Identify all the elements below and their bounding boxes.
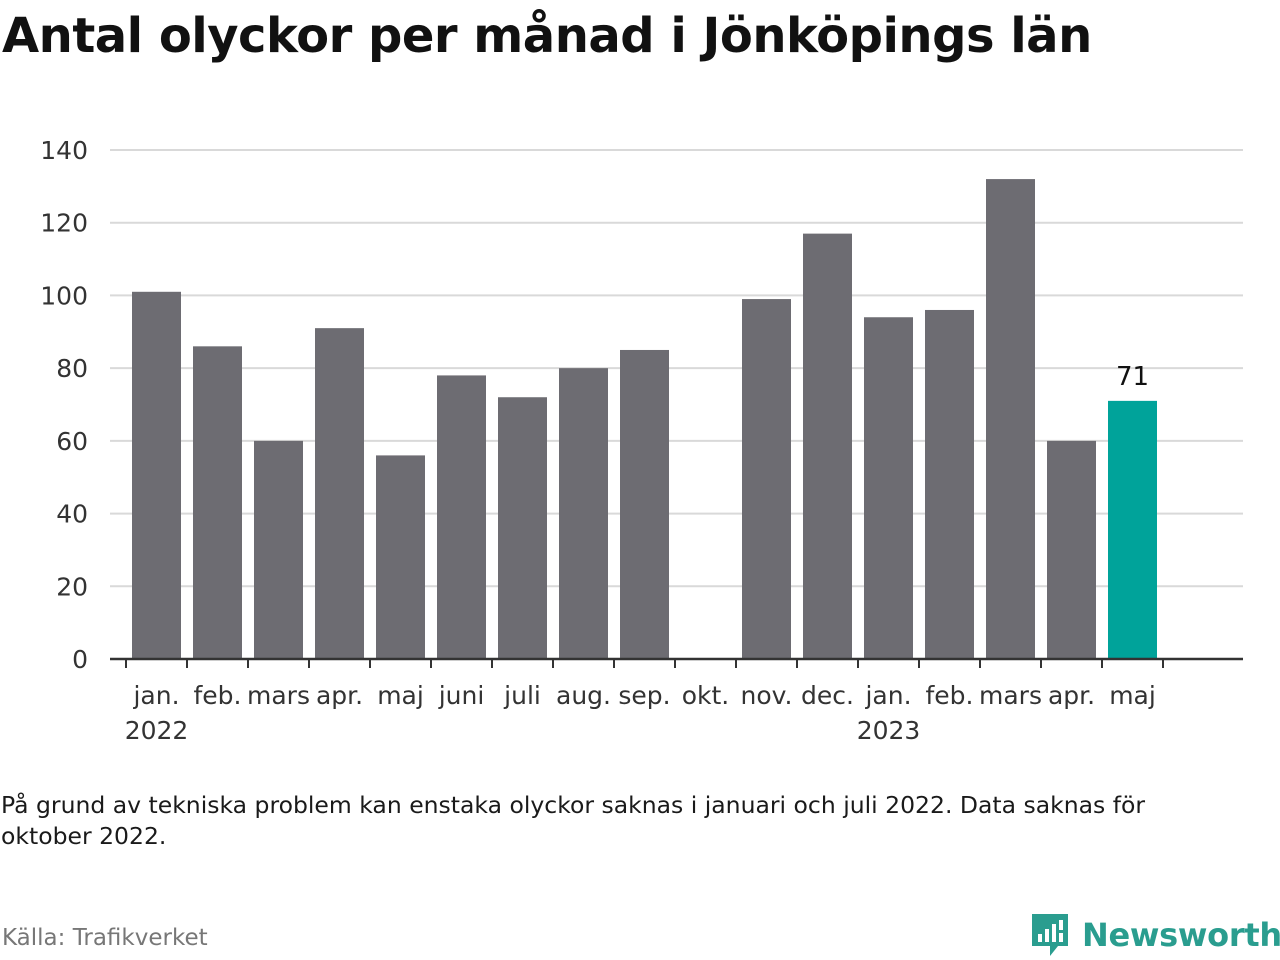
x-year-label: 2023 bbox=[857, 716, 921, 745]
x-tick-label: okt. bbox=[682, 681, 730, 710]
x-year-label: 2022 bbox=[125, 716, 189, 745]
x-tick-label: apr. bbox=[1048, 681, 1095, 710]
x-tick-label: feb. bbox=[194, 681, 242, 710]
y-tick-label: 120 bbox=[40, 209, 88, 238]
x-tick-label: nov. bbox=[741, 681, 793, 710]
x-tick-label: apr. bbox=[316, 681, 363, 710]
bar bbox=[620, 349, 669, 659]
bar-highlight bbox=[1108, 400, 1157, 659]
x-tick-label: juni bbox=[438, 681, 485, 710]
x-tick-label: jan. bbox=[864, 681, 911, 710]
x-tick-label: feb. bbox=[926, 681, 974, 710]
bar bbox=[437, 375, 486, 659]
x-tick-label: aug. bbox=[556, 681, 611, 710]
data-label: 71 bbox=[1116, 362, 1149, 392]
y-tick-label: 40 bbox=[56, 500, 88, 529]
x-tick-label: sep. bbox=[618, 681, 670, 710]
chart-title: Antal olyckor per månad i Jönköpings län bbox=[2, 8, 1092, 64]
x-tick-label: mars bbox=[979, 681, 1042, 710]
x-tick-label: juli bbox=[503, 681, 541, 710]
bars bbox=[132, 179, 1157, 660]
newsworthy-logo-icon bbox=[1032, 914, 1068, 956]
source-label: Källa: Trafikverket bbox=[2, 925, 208, 951]
brand-name: Newsworthy bbox=[1082, 916, 1280, 954]
y-tick-label: 0 bbox=[72, 645, 88, 674]
bar bbox=[1047, 440, 1096, 659]
bar bbox=[498, 397, 547, 659]
y-tick-label: 60 bbox=[56, 427, 88, 456]
bar bbox=[193, 346, 242, 659]
bar bbox=[864, 317, 913, 659]
x-axis bbox=[110, 657, 1243, 668]
footnote: På grund av tekniska problem kan enstaka… bbox=[1, 791, 1146, 850]
brand-logo: Newsworthy bbox=[1030, 910, 1280, 960]
bar bbox=[315, 328, 364, 659]
bar bbox=[132, 291, 181, 659]
x-tick-label: mars bbox=[247, 681, 310, 710]
x-tick-label: maj bbox=[1109, 681, 1156, 710]
x-tick-label: maj bbox=[377, 681, 424, 710]
bar bbox=[925, 309, 974, 659]
y-tick-label: 100 bbox=[40, 281, 88, 310]
y-tick-label: 80 bbox=[56, 354, 88, 383]
y-tick-label: 140 bbox=[40, 136, 88, 165]
x-tick-label: jan. bbox=[132, 681, 179, 710]
bar bbox=[742, 299, 791, 659]
bar bbox=[986, 179, 1035, 660]
bar bbox=[559, 368, 608, 659]
bar bbox=[803, 233, 852, 659]
bar bbox=[376, 455, 425, 659]
bar bbox=[254, 440, 303, 659]
x-tick-label: dec. bbox=[801, 681, 854, 710]
y-tick-label: 20 bbox=[56, 572, 88, 601]
